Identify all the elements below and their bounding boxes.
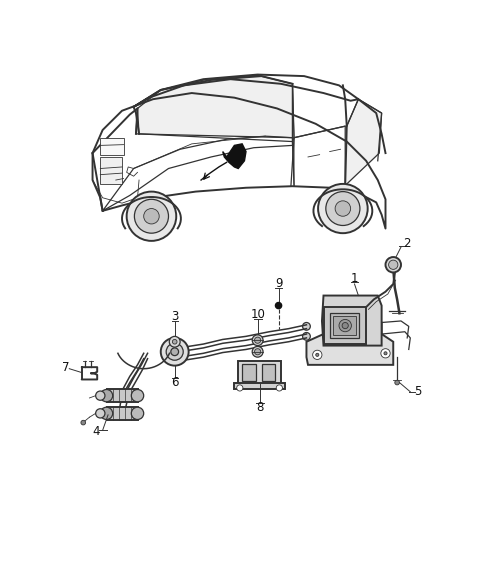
Circle shape: [385, 257, 401, 272]
Circle shape: [172, 340, 177, 344]
Circle shape: [342, 323, 348, 329]
Bar: [262, 364, 276, 381]
Text: 5: 5: [414, 385, 422, 398]
Circle shape: [100, 389, 113, 402]
Circle shape: [96, 391, 105, 400]
Circle shape: [254, 337, 261, 343]
Circle shape: [339, 319, 351, 332]
Bar: [234, 382, 285, 389]
Text: 4: 4: [92, 425, 99, 438]
Circle shape: [389, 260, 398, 270]
Circle shape: [395, 380, 399, 385]
Circle shape: [252, 335, 263, 345]
Circle shape: [276, 303, 282, 308]
Circle shape: [161, 338, 189, 365]
Polygon shape: [223, 144, 246, 169]
Circle shape: [127, 192, 176, 241]
Polygon shape: [324, 307, 366, 344]
Polygon shape: [136, 75, 292, 138]
Bar: [333, 316, 356, 335]
Circle shape: [312, 350, 322, 360]
Polygon shape: [292, 84, 294, 185]
Circle shape: [326, 192, 360, 226]
Text: 8: 8: [256, 401, 264, 414]
Circle shape: [237, 385, 243, 391]
Polygon shape: [345, 99, 382, 185]
Bar: [100, 157, 122, 184]
Circle shape: [302, 332, 311, 340]
Polygon shape: [306, 316, 393, 365]
Text: 3: 3: [171, 310, 179, 323]
Polygon shape: [322, 296, 382, 345]
Circle shape: [169, 336, 180, 347]
Circle shape: [132, 389, 144, 402]
Circle shape: [171, 348, 179, 356]
Bar: [100, 138, 123, 154]
Text: 1: 1: [351, 272, 358, 285]
Circle shape: [381, 349, 390, 358]
Bar: [238, 361, 281, 384]
Circle shape: [316, 353, 319, 356]
Circle shape: [302, 323, 311, 330]
Text: 9: 9: [275, 276, 282, 290]
Circle shape: [318, 184, 368, 233]
Circle shape: [134, 200, 168, 233]
Text: 7: 7: [62, 361, 70, 374]
Circle shape: [100, 407, 113, 420]
Text: 10: 10: [250, 308, 265, 320]
Circle shape: [144, 209, 159, 224]
Text: 6: 6: [171, 376, 179, 389]
Circle shape: [276, 385, 282, 391]
Circle shape: [81, 420, 85, 425]
Circle shape: [166, 343, 183, 360]
Circle shape: [132, 407, 144, 420]
Bar: [107, 389, 137, 402]
Bar: [107, 407, 137, 420]
Circle shape: [335, 201, 350, 216]
Bar: [330, 314, 359, 338]
Text: 2: 2: [404, 238, 411, 250]
Circle shape: [96, 409, 105, 418]
Bar: [242, 364, 256, 381]
Circle shape: [384, 352, 387, 355]
Circle shape: [254, 349, 261, 355]
Circle shape: [252, 347, 263, 357]
